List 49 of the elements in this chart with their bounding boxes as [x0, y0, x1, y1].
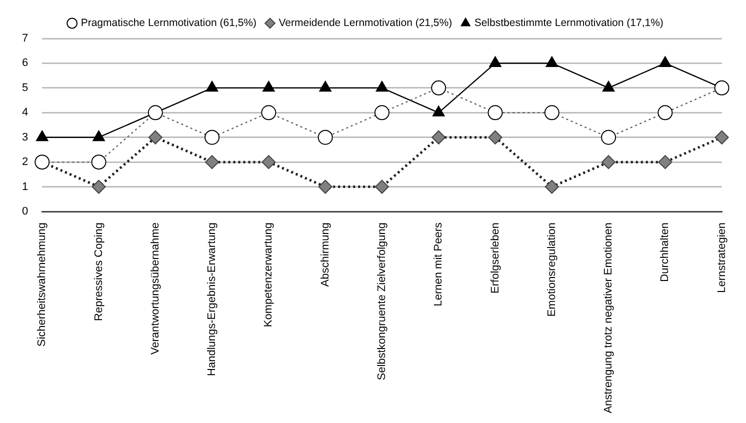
- x-tick-label: Lernstrategien: [716, 222, 728, 293]
- point: [544, 180, 559, 194]
- point: [205, 155, 220, 170]
- point: [488, 130, 502, 144]
- point: [206, 80, 218, 92]
- x-tick-label: Kompetenzerwartung: [262, 222, 275, 328]
- point: [374, 180, 389, 194]
- point: [36, 130, 48, 142]
- x-tick-label: Durchhalten: [659, 222, 672, 282]
- x-tick-label: Repressives Coping: [92, 222, 105, 321]
- point: [92, 130, 105, 142]
- x-tick-label: Handlungs-Ergebnis-Erwartung: [206, 222, 218, 376]
- point: [318, 180, 332, 194]
- point: [262, 155, 276, 170]
- point: [602, 80, 615, 92]
- y-tick-label: 2: [22, 156, 28, 168]
- point: [262, 80, 275, 92]
- x-tick-label: Sicherheitswahrnehmung: [36, 222, 48, 347]
- legend-label: Vermeidende Lernmotivation (21,5%): [278, 17, 452, 30]
- x-tick-label: Abschirmung: [319, 222, 332, 287]
- x-tick-label: Selbstkongruente Zielverfolgung: [376, 222, 388, 380]
- y-tick-label: 1: [22, 180, 28, 193]
- point: [714, 80, 730, 96]
- y-tick-label: 3: [22, 131, 28, 144]
- point: [148, 130, 162, 144]
- point: [658, 155, 672, 170]
- x-tick-label: Verantwortungsübernahme: [149, 222, 162, 355]
- y-tick-label: 0: [22, 206, 28, 218]
- x-tick-label: Erfolgserleben: [489, 222, 502, 294]
- point: [489, 56, 502, 67]
- point: [148, 105, 163, 120]
- point: [546, 56, 558, 67]
- point: [376, 80, 388, 92]
- y-tick-label: 6: [22, 57, 28, 70]
- x-tick-label: Emotionsregulation: [546, 222, 558, 317]
- legend-label: Selbstbestimmte Lernmotivation (17,1%): [474, 17, 664, 30]
- y-tick-label: 7: [22, 32, 28, 45]
- point: [432, 106, 445, 116]
- point: [92, 180, 106, 194]
- point: [319, 80, 332, 92]
- x-tick-label: Anstrengung trotz negativer Emotionen: [602, 222, 615, 414]
- point: [602, 155, 616, 170]
- y-tick-label: 5: [22, 82, 28, 94]
- legend-label: Pragmatische Lernmotivation (61,5%): [80, 17, 256, 30]
- point: [714, 130, 729, 144]
- y-tick-label: 4: [22, 106, 28, 119]
- point: [432, 130, 446, 144]
- point: [659, 56, 672, 67]
- x-tick-label: Lernen mit Peers: [432, 222, 445, 306]
